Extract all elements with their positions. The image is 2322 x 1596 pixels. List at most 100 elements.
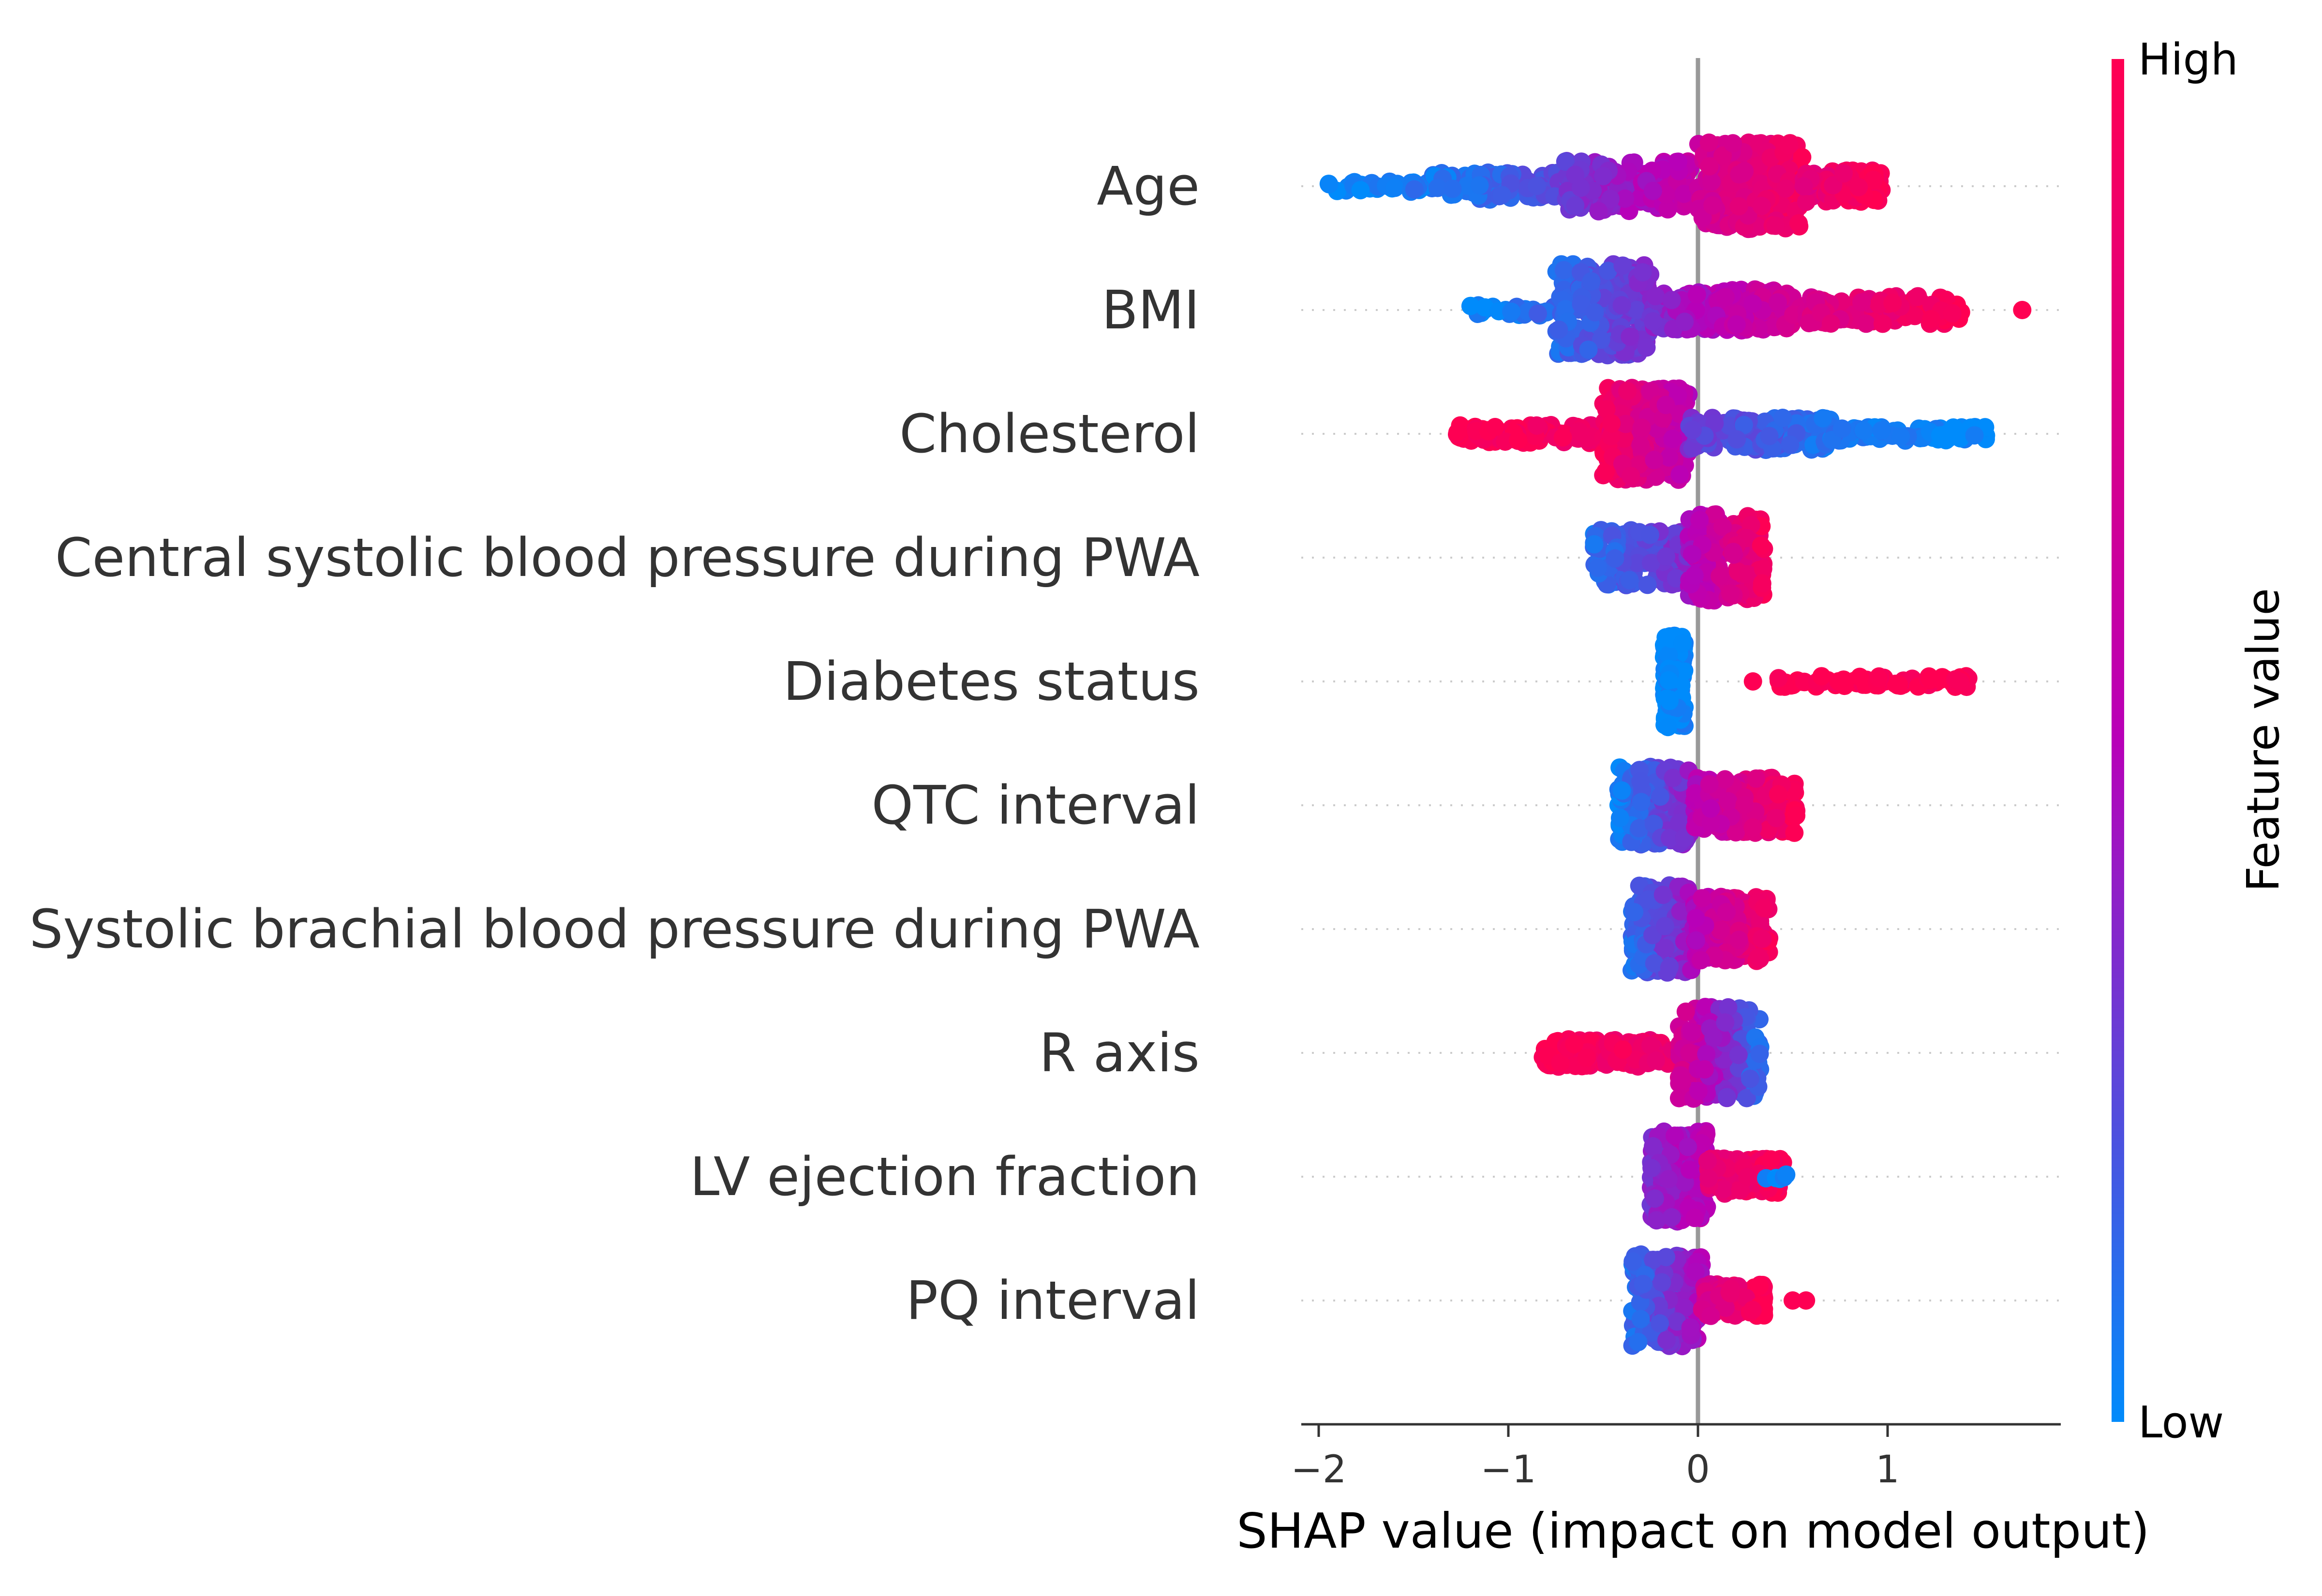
shap-dot (1824, 176, 1843, 195)
shap-dot (1470, 176, 1489, 195)
shap-dot (1686, 909, 1705, 928)
shap-dot (1697, 1045, 1716, 1064)
shap-dot (1616, 414, 1635, 433)
shap-dot (1658, 200, 1677, 219)
x-tick-label: 0 (1686, 1448, 1710, 1492)
shap-dot (1657, 1248, 1676, 1267)
shap-dot (1715, 770, 1734, 789)
shap-dot (1747, 769, 1766, 788)
shap-dot (1634, 1274, 1652, 1293)
shap-dot (1854, 421, 1873, 440)
shap-dot (1721, 584, 1740, 603)
shap-dot (1701, 1306, 1720, 1325)
shap-dot (1946, 670, 1965, 689)
feature-dot-row (1585, 505, 1773, 610)
shap-dot (1631, 1310, 1650, 1329)
shap-dot (1701, 813, 1720, 832)
shap-dot (1724, 543, 1742, 562)
shap-dot (1713, 146, 1732, 165)
shap-dot (1565, 1034, 1584, 1053)
shap-dot (1602, 427, 1621, 445)
shap-dot (1749, 948, 1768, 967)
shap-dot (1642, 1159, 1661, 1178)
shap-dot (1780, 136, 1799, 155)
shap-dot (1651, 1314, 1669, 1333)
shap-dot (1693, 208, 1712, 227)
shap-dot (1443, 179, 1462, 198)
shap-dot (1727, 823, 1745, 842)
shap-dot (1832, 419, 1851, 438)
shap-dot (1572, 295, 1591, 313)
shap-dot (1601, 190, 1620, 208)
shap-dot (1700, 775, 1719, 794)
feature-label: Age (1097, 155, 1200, 217)
shap-dot (1652, 1273, 1671, 1292)
feature-label: Central systolic blood pressure during P… (55, 527, 1200, 589)
feature-label: PQ interval (906, 1270, 1200, 1331)
shap-dot (1644, 814, 1663, 833)
shap-dot (1585, 303, 1604, 322)
shap-dot (1660, 828, 1679, 847)
shap-dot (1776, 179, 1795, 198)
shap-dot (1475, 298, 1494, 317)
shap-dot (1646, 287, 1665, 306)
shap-dot (1890, 675, 1908, 694)
feature-dot-row (1461, 255, 2032, 365)
shap-dot (1829, 672, 1848, 691)
shap-dot (1628, 301, 1646, 320)
shap-dot (1720, 416, 1739, 435)
shap-dot (1789, 214, 1808, 233)
shap-dot (1769, 669, 1788, 688)
shap-dot (1738, 1167, 1757, 1186)
shap-dot (1641, 1036, 1660, 1055)
shap-dot (1735, 796, 1754, 814)
shap-dot (1783, 1291, 1802, 1310)
shap-dot (1669, 1089, 1688, 1108)
shap-dot (1700, 157, 1719, 176)
shap-dot (1596, 462, 1615, 481)
shap-dot (1687, 285, 1706, 304)
feature-dot-row (1533, 998, 1770, 1108)
shap-dot (1769, 785, 1787, 804)
shap-dot (1787, 806, 1806, 825)
shap-dot (1621, 327, 1639, 346)
shap-dot (1755, 899, 1773, 917)
shap-dot (1623, 1252, 1642, 1271)
shap-dot (1691, 951, 1710, 970)
feature-label: Cholesterol (899, 403, 1200, 465)
shap-dot (1592, 330, 1610, 349)
shap-dot (1891, 427, 1910, 446)
shap-dot (1554, 261, 1573, 280)
shap-dot (1743, 672, 1762, 691)
feature-dot-row (1319, 133, 1891, 238)
shap-dot (1320, 175, 1339, 193)
shap-dot (1599, 262, 1618, 280)
shap-dot (1701, 799, 1720, 818)
shap-dot (1647, 1051, 1665, 1070)
shap-dot (1631, 772, 1650, 791)
shap-dot (1674, 184, 1693, 203)
shap-dot (1703, 196, 1722, 215)
shap-dot (1773, 409, 1792, 427)
shap-dot (1729, 931, 1748, 949)
shap-dot (1577, 1049, 1596, 1067)
shap-dot (1671, 902, 1690, 921)
feature-label: LV ejection fraction (690, 1146, 1200, 1208)
shap-dot (1695, 1060, 1714, 1079)
shap-dot (1794, 177, 1813, 196)
shap-dot (1680, 1043, 1699, 1062)
shap-dot (1675, 1299, 1694, 1317)
shap-dot (1679, 1138, 1697, 1156)
shap-dot (1663, 429, 1682, 448)
shap-dot (1905, 307, 1924, 325)
shap-dot (1681, 1318, 1700, 1337)
shap-dot (1685, 1209, 1704, 1227)
shap-dot (1672, 1070, 1691, 1089)
shap-dot (1656, 396, 1675, 414)
shap-dot (1704, 1028, 1723, 1047)
shap-dot (1502, 302, 1521, 321)
feature-label: QTC interval (872, 774, 1200, 836)
shap-dot (1612, 296, 1631, 315)
shap-dot (1767, 809, 1786, 828)
